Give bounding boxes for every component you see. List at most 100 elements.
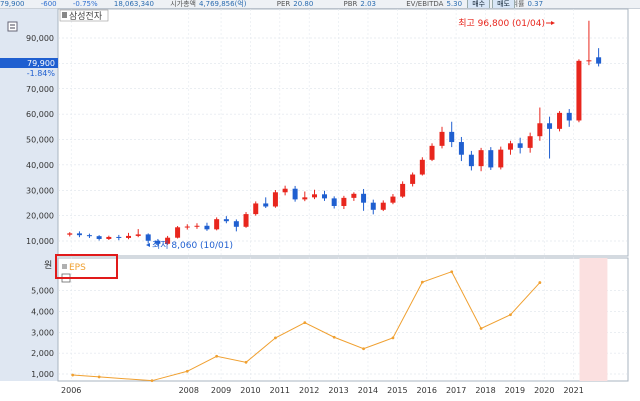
candle-body (468, 154, 474, 167)
candle-body (370, 202, 376, 210)
candle (233, 219, 239, 232)
eps-tick-label: 1,000 (31, 370, 54, 379)
candle (184, 224, 190, 230)
eps-point (244, 360, 248, 364)
candle-body (292, 188, 298, 200)
dividend-value: 0.37 (527, 0, 544, 8)
candle (498, 146, 504, 170)
candle (576, 59, 582, 123)
candle-body (175, 227, 181, 238)
candle (155, 238, 161, 246)
eps-point (215, 354, 219, 358)
ev-ebitda-value: 5.30 (446, 0, 463, 8)
candle-body (233, 221, 239, 227)
candle (86, 233, 92, 238)
eps-tick-label: 3,000 (31, 328, 54, 337)
candle (449, 121, 455, 148)
eps-point (479, 327, 483, 330)
per-label: PER (276, 0, 291, 8)
eps-plot-area (57, 257, 629, 382)
eps-point (303, 321, 307, 325)
candle-body (243, 214, 249, 227)
price-tick-label: 20,000 (26, 212, 54, 221)
candle-body (458, 142, 464, 155)
high-annotation: 최고 96,800 (01/04) (458, 18, 545, 29)
price-tick-label: 60,000 (26, 110, 54, 119)
panel-toggle-icon[interactable] (7, 21, 18, 32)
x-tick-label: 2018 (475, 386, 495, 395)
trade-tabs: 매수 매도 (466, 0, 516, 8)
x-tick-label: 2006 (61, 386, 81, 395)
candle (214, 217, 220, 231)
candle (468, 150, 474, 171)
candle-body (596, 57, 602, 64)
candle (106, 235, 112, 240)
x-tick-label: 2016 (417, 386, 437, 395)
candle (439, 126, 445, 149)
ev-ebitda-label: EV/EBITDA (406, 0, 444, 8)
candle (175, 226, 181, 239)
header-change-rate: -0.75% (72, 0, 98, 8)
buy-tab[interactable]: 매수 (467, 0, 491, 8)
candle (292, 185, 298, 202)
eps-point (274, 336, 277, 340)
grid-lines (58, 9, 628, 381)
eps-highlight-band (579, 258, 608, 381)
x-tick-label: 2014 (358, 386, 378, 395)
eps-line (72, 271, 541, 382)
candle-body (498, 149, 504, 168)
stock-label: 삼성전자 (69, 11, 103, 22)
candle (282, 185, 288, 196)
market-cap-label: 시가총액 (170, 0, 196, 8)
price-tick-label: 30,000 (26, 186, 54, 195)
candle (243, 212, 249, 228)
header-price: 79,900 (0, 0, 25, 8)
candle-body (116, 236, 122, 238)
candle-body (419, 159, 425, 175)
x-tick-label: 2021 (563, 386, 583, 395)
candle (67, 232, 73, 237)
candle-body (537, 123, 543, 137)
high-arrow-icon (551, 21, 555, 25)
candle (586, 20, 592, 66)
y-tick-labels: 10,000 20,000 30,000 40,000 50,000 60,000 70,0… (26, 34, 54, 379)
candle (458, 136, 464, 162)
candle (145, 233, 151, 244)
candle-body (67, 233, 73, 235)
candle (312, 189, 317, 200)
candle-body (76, 233, 82, 236)
y-axis-background (0, 9, 58, 401)
x-tick-label: 2013 (328, 386, 348, 395)
candle-body (223, 219, 229, 222)
candle (488, 147, 494, 170)
eps-point (538, 281, 542, 284)
eps-series (71, 270, 542, 383)
eps-point (332, 335, 336, 339)
candle-body (126, 235, 132, 238)
x-tick-label: 2020 (534, 386, 554, 395)
eps-point (420, 280, 424, 284)
candle-body (586, 60, 592, 62)
eps-tick-label: 5,000 (31, 287, 54, 296)
candle (272, 189, 278, 208)
market-cap-value: 4,769,856(억) (198, 0, 247, 8)
candle (76, 231, 82, 238)
candle-body (478, 150, 484, 167)
eps-point (71, 373, 75, 377)
x-tick-labels: 2006 2008 2009 2010 2011 2012 2013 2014 2015 2016… (61, 386, 584, 395)
x-tick-label: 2015 (387, 386, 407, 395)
candle (410, 172, 416, 187)
candle-body (527, 136, 533, 148)
candle (194, 223, 200, 229)
candle-body (566, 112, 572, 121)
candle (165, 235, 171, 245)
price-tick-label: 70,000 (26, 85, 54, 94)
stock-label-box (59, 9, 109, 22)
candle (390, 194, 396, 205)
candle (370, 199, 376, 215)
low-arrow-icon (146, 243, 150, 247)
candle (321, 190, 327, 201)
header-ev-ebitda: EV/EBITDA 5.30 (406, 0, 476, 8)
sell-tab[interactable]: 매도 (492, 0, 515, 8)
